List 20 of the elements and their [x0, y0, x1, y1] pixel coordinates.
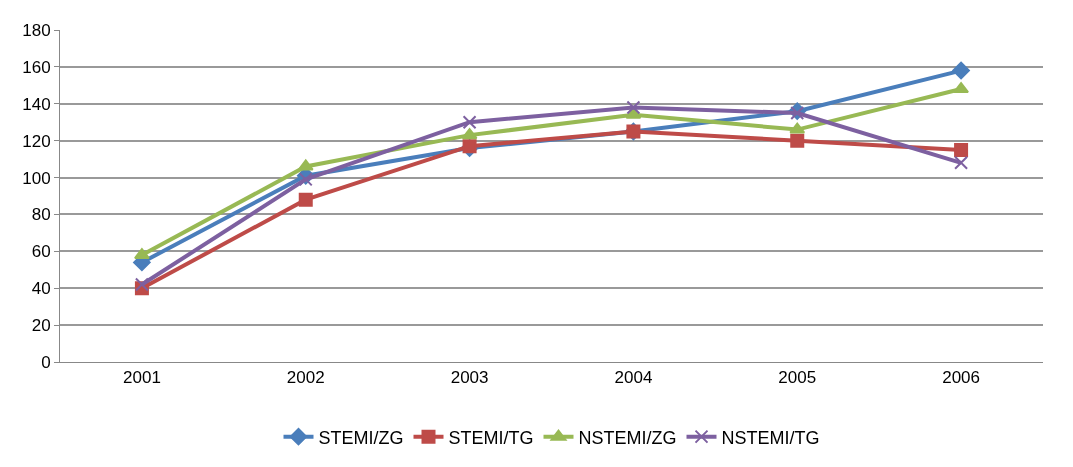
- legend-label: STEMI/TG: [448, 427, 534, 448]
- x-tick-label: 2001: [123, 368, 161, 388]
- x-tick-label: 2004: [614, 368, 653, 388]
- legend-label: NSTEMI/ZG: [578, 427, 677, 448]
- y-tick-label: 140: [22, 94, 51, 114]
- x-tick-label: 2006: [942, 368, 980, 388]
- legend-label: STEMI/ZG: [318, 427, 404, 448]
- x-tick-label: 2002: [286, 368, 325, 388]
- y-tick-label: 0: [41, 352, 51, 372]
- y-tick-label: 100: [22, 168, 51, 188]
- y-tick-label: 20: [31, 316, 51, 336]
- y-tick-label: 180: [22, 20, 51, 40]
- y-tick-label: 60: [31, 242, 51, 262]
- x-tick-label: 2003: [450, 368, 489, 388]
- y-tick-label: 80: [31, 205, 51, 225]
- y-tick-label: 40: [31, 279, 51, 299]
- x-tick-label: 2005: [778, 368, 817, 388]
- y-tick-label: 160: [22, 57, 51, 77]
- y-tick-label: 120: [22, 131, 51, 151]
- legend-label: NSTEMI/TG: [721, 427, 820, 448]
